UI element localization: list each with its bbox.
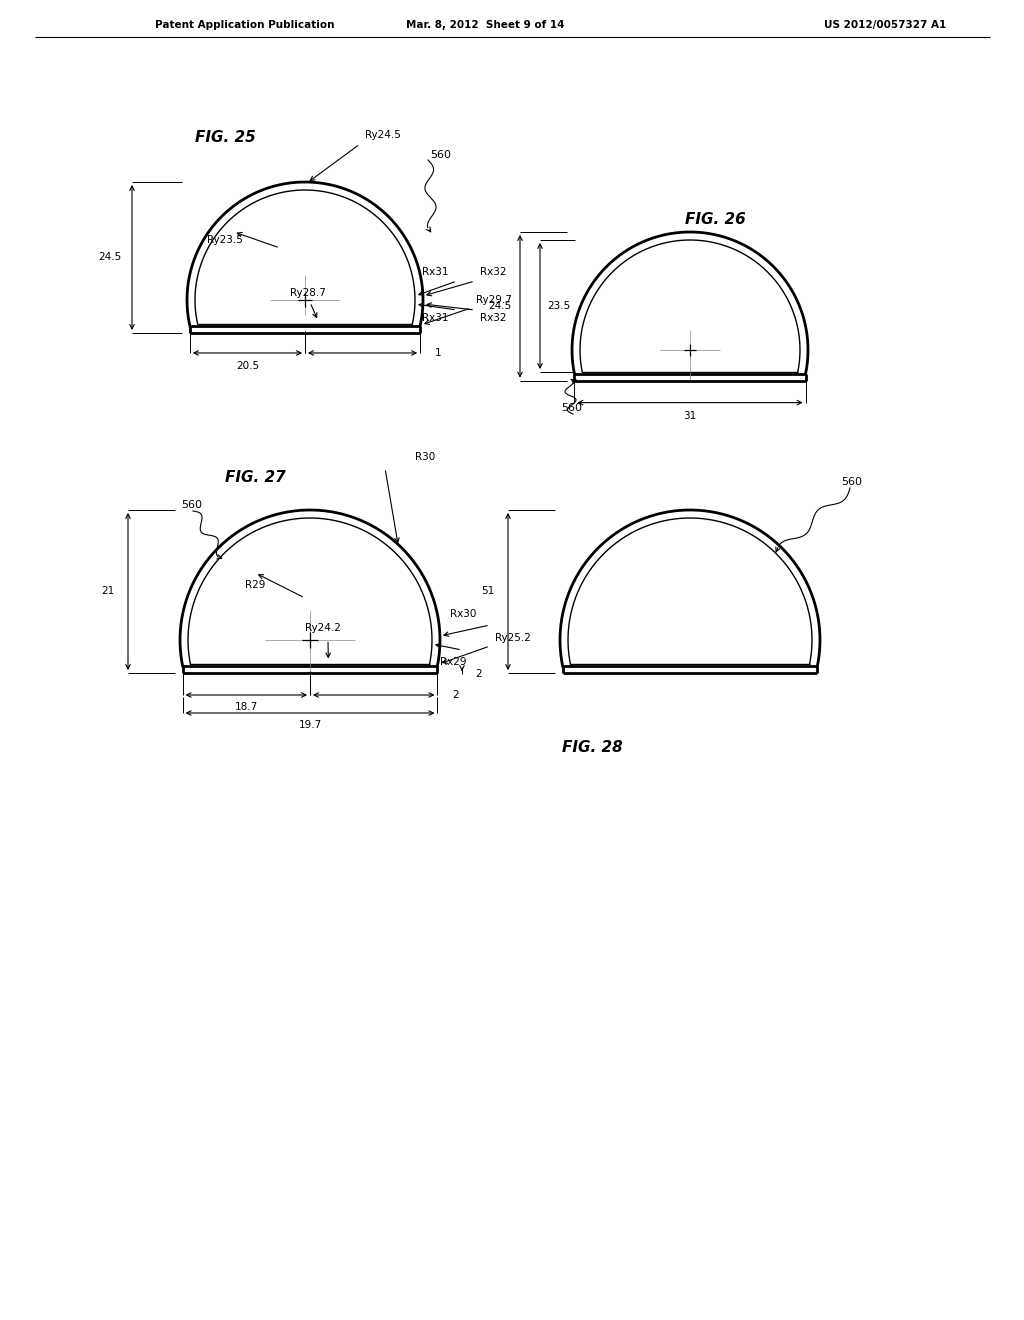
Text: FIG. 25: FIG. 25 <box>195 131 255 145</box>
Text: 560: 560 <box>181 500 203 510</box>
Text: 20.5: 20.5 <box>236 360 259 371</box>
Text: 560: 560 <box>842 477 862 487</box>
Text: R29: R29 <box>245 579 265 590</box>
Text: Ry24.5: Ry24.5 <box>365 129 400 140</box>
Text: Mar. 8, 2012  Sheet 9 of 14: Mar. 8, 2012 Sheet 9 of 14 <box>406 20 564 30</box>
Text: FIG. 27: FIG. 27 <box>224 470 286 486</box>
Text: 21: 21 <box>101 586 115 597</box>
Text: 560: 560 <box>561 403 583 413</box>
Text: Rx29: Rx29 <box>440 657 467 667</box>
Text: Ry25.2: Ry25.2 <box>495 634 530 643</box>
Text: Rx31: Rx31 <box>422 313 449 323</box>
Text: US 2012/0057327 A1: US 2012/0057327 A1 <box>824 20 946 30</box>
Text: Patent Application Publication: Patent Application Publication <box>155 20 335 30</box>
Text: FIG. 26: FIG. 26 <box>685 213 745 227</box>
Text: 1: 1 <box>435 348 441 358</box>
Text: 51: 51 <box>481 586 495 597</box>
Text: Ry24.2: Ry24.2 <box>305 623 341 634</box>
Text: 24.5: 24.5 <box>98 252 122 263</box>
Text: 23.5: 23.5 <box>547 301 570 312</box>
Text: FIG. 28: FIG. 28 <box>561 741 623 755</box>
Text: 560: 560 <box>430 150 451 160</box>
Text: 2: 2 <box>452 690 459 700</box>
Text: 19.7: 19.7 <box>298 719 322 730</box>
Text: Rx32: Rx32 <box>480 267 507 277</box>
Text: 24.5: 24.5 <box>488 301 512 312</box>
Text: Rx32: Rx32 <box>480 313 507 323</box>
Text: Ry28.7: Ry28.7 <box>290 288 326 298</box>
Text: 31: 31 <box>683 411 696 421</box>
Text: Rx30: Rx30 <box>450 609 476 619</box>
Text: R30: R30 <box>415 451 435 462</box>
Text: 18.7: 18.7 <box>234 702 258 711</box>
Text: Ry29.7: Ry29.7 <box>476 294 512 305</box>
Text: 2: 2 <box>475 669 481 678</box>
Text: Ry23.5: Ry23.5 <box>207 235 243 246</box>
Text: Rx31: Rx31 <box>422 267 449 277</box>
